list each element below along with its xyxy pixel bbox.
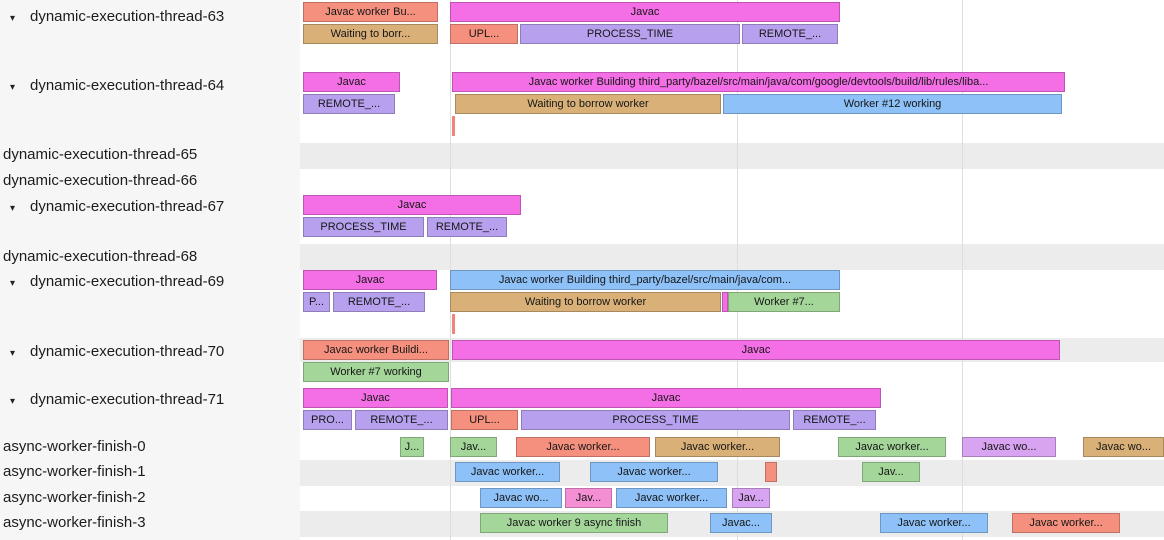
trace-slice[interactable]: Javac wo... xyxy=(480,488,562,508)
row-band xyxy=(300,460,1164,486)
trace-slice[interactable]: Javac xyxy=(451,388,881,408)
track-name: dynamic-execution-thread-70 xyxy=(30,343,225,360)
trace-slice[interactable]: PROCESS_TIME xyxy=(521,410,790,430)
trace-slice[interactable]: Javac xyxy=(450,2,840,22)
trace-slice[interactable]: Jav... xyxy=(565,488,612,508)
track-name: async-worker-finish-2 xyxy=(3,489,146,506)
trace-slice[interactable]: Javac worker... xyxy=(616,488,727,508)
trace-slice[interactable]: Javac wo... xyxy=(1083,437,1164,457)
track-name: async-worker-finish-1 xyxy=(3,463,146,480)
trace-slice[interactable]: Waiting to borrow worker xyxy=(450,292,721,312)
trace-slice[interactable] xyxy=(722,292,728,312)
trace-slice[interactable]: REMOTE_... xyxy=(427,217,507,237)
trace-slice[interactable]: Javac worker... xyxy=(655,437,780,457)
trace-slice[interactable]: UPL... xyxy=(450,24,518,44)
trace-slice[interactable]: P... xyxy=(303,292,330,312)
row-band xyxy=(300,244,1164,270)
trace-slice[interactable]: PRO... xyxy=(303,410,352,430)
sidebar-track-label[interactable]: ▾ dynamic-execution-thread-63 xyxy=(0,8,224,26)
expander-icon[interactable]: ▾ xyxy=(10,203,16,214)
trace-slice[interactable]: Javac wo... xyxy=(962,437,1056,457)
sidebar-track-label[interactable]: ▾ dynamic-execution-thread-71 xyxy=(0,391,224,409)
trace-slice[interactable]: Jav... xyxy=(862,462,920,482)
trace-slice[interactable]: PROCESS_TIME xyxy=(520,24,740,44)
expander-icon[interactable]: ▾ xyxy=(10,82,16,93)
track-name: dynamic-execution-thread-64 xyxy=(30,77,225,94)
trace-slice[interactable]: Javac xyxy=(303,388,448,408)
time-gridline xyxy=(962,0,963,540)
trace-slice[interactable]: REMOTE_... xyxy=(333,292,425,312)
track-name: async-worker-finish-0 xyxy=(3,438,146,455)
track-name: dynamic-execution-thread-63 xyxy=(30,8,225,25)
sidebar-track-label[interactable]: async-worker-finish-3 xyxy=(0,514,146,532)
trace-slice[interactable]: Javac xyxy=(303,270,437,290)
track-name: dynamic-execution-thread-67 xyxy=(30,198,225,215)
sidebar-track-label[interactable]: async-worker-finish-0 xyxy=(0,438,146,456)
expander-icon[interactable]: ▾ xyxy=(10,13,16,24)
trace-slice[interactable]: Javac worker... xyxy=(516,437,650,457)
trace-slice[interactable]: Javac worker... xyxy=(1012,513,1120,533)
trace-slice[interactable]: J... xyxy=(400,437,424,457)
track-name: async-worker-finish-3 xyxy=(3,514,146,531)
track-name: dynamic-execution-thread-68 xyxy=(3,248,198,265)
sidebar-track-label[interactable]: ▾ dynamic-execution-thread-67 xyxy=(0,198,224,216)
sidebar-track-label[interactable]: async-worker-finish-1 xyxy=(0,463,146,481)
trace-slice[interactable]: Javac... xyxy=(710,513,772,533)
track-name: dynamic-execution-thread-66 xyxy=(3,172,198,189)
trace-slice[interactable]: Jav... xyxy=(732,488,770,508)
expander-icon[interactable]: ▾ xyxy=(10,396,16,407)
track-sidebar: ▾ dynamic-execution-thread-63 ▾ dynamic-exe… xyxy=(0,0,300,540)
trace-slice[interactable]: Javac worker... xyxy=(455,462,560,482)
trace-slice[interactable]: Worker #7... xyxy=(728,292,840,312)
expander-icon[interactable]: ▾ xyxy=(10,348,16,359)
trace-slice[interactable]: Javac worker... xyxy=(590,462,718,482)
trace-slice[interactable]: REMOTE_... xyxy=(355,410,448,430)
sidebar-track-label[interactable]: dynamic-execution-thread-66 xyxy=(0,172,197,190)
sidebar-track-label[interactable]: async-worker-finish-2 xyxy=(0,489,146,507)
sidebar-track-label[interactable]: dynamic-execution-thread-65 xyxy=(0,146,197,164)
trace-slice[interactable]: REMOTE_... xyxy=(303,94,395,114)
track-name: dynamic-execution-thread-71 xyxy=(30,391,225,408)
trace-slice[interactable]: Javac worker Building third_party/bazel/… xyxy=(452,72,1065,92)
sidebar-track-label[interactable]: ▾ dynamic-execution-thread-69 xyxy=(0,273,224,291)
trace-slice[interactable]: Javac xyxy=(452,340,1060,360)
row-band xyxy=(300,143,1164,169)
trace-slice[interactable] xyxy=(765,462,777,482)
trace-slice[interactable]: Javac worker Bu... xyxy=(303,2,438,22)
trace-slice[interactable]: Worker #12 working xyxy=(723,94,1062,114)
tick-marker[interactable] xyxy=(452,314,455,334)
sidebar-track-label[interactable]: ▾ dynamic-execution-thread-70 xyxy=(0,343,224,361)
track-name: dynamic-execution-thread-69 xyxy=(30,273,225,290)
trace-slice[interactable]: PROCESS_TIME xyxy=(303,217,424,237)
trace-slice[interactable]: Javac worker... xyxy=(880,513,988,533)
trace-slice[interactable]: Javac worker 9 async finish xyxy=(480,513,668,533)
expander-icon[interactable]: ▾ xyxy=(10,278,16,289)
trace-slice[interactable]: Javac xyxy=(303,195,521,215)
trace-slice[interactable]: UPL... xyxy=(451,410,518,430)
sidebar-track-label[interactable]: ▾ dynamic-execution-thread-64 xyxy=(0,77,224,95)
trace-slice[interactable]: Waiting to borrow worker xyxy=(455,94,721,114)
trace-slice[interactable]: Javac worker... xyxy=(838,437,946,457)
trace-slice[interactable]: Javac worker Building third_party/bazel/… xyxy=(450,270,840,290)
trace-slice[interactable]: Waiting to borr... xyxy=(303,24,438,44)
tick-marker[interactable] xyxy=(452,116,455,136)
trace-slice[interactable]: REMOTE_... xyxy=(793,410,876,430)
trace-slice[interactable]: REMOTE_... xyxy=(742,24,838,44)
trace-slice[interactable]: Javac xyxy=(303,72,400,92)
track-name: dynamic-execution-thread-65 xyxy=(3,146,198,163)
trace-slice[interactable]: Jav... xyxy=(450,437,497,457)
trace-slice[interactable]: Worker #7 working xyxy=(303,362,449,382)
trace-slice[interactable]: Javac worker Buildi... xyxy=(303,340,449,360)
sidebar-track-label[interactable]: dynamic-execution-thread-68 xyxy=(0,248,197,266)
